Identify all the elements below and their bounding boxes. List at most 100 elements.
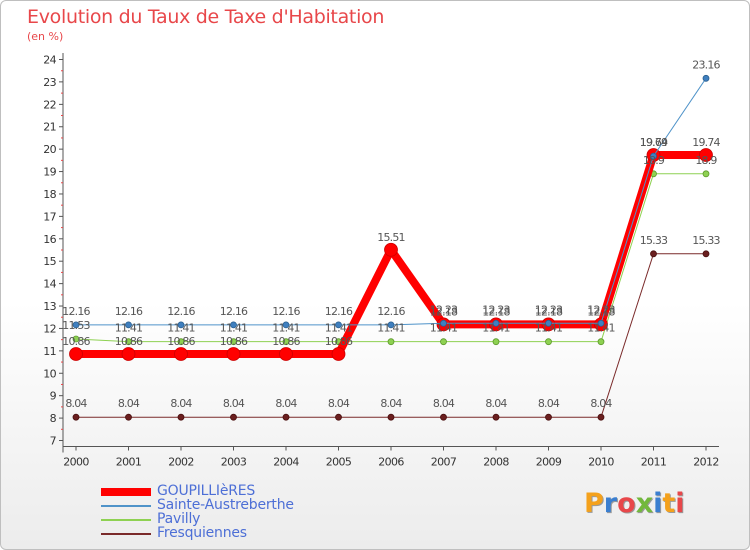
logo-letter: x xyxy=(635,488,654,519)
data-label: 11.41 xyxy=(535,322,563,335)
data-label: 11.41 xyxy=(377,322,405,335)
x-tick-label: 2006 xyxy=(378,456,404,469)
x-tick-label: 2009 xyxy=(536,456,562,469)
y-tick-label: 19 xyxy=(43,166,56,179)
data-point xyxy=(282,338,290,346)
data-label: 12.16 xyxy=(167,305,195,318)
data-point xyxy=(177,413,185,421)
data-label: 10.86 xyxy=(115,335,143,348)
legend-label: Fresquiennes xyxy=(157,525,247,541)
data-label: 11.41 xyxy=(430,322,458,335)
data-point xyxy=(282,413,290,421)
data-point xyxy=(545,319,552,327)
x-tick-label: 2004 xyxy=(273,456,299,469)
data-label: 8.04 xyxy=(223,397,245,410)
data-point xyxy=(702,250,710,258)
data-point xyxy=(226,347,241,361)
data-label: 15.33 xyxy=(692,234,720,247)
data-label: 11.41 xyxy=(167,322,195,335)
data-point xyxy=(492,338,500,346)
y-tick-label: 8 xyxy=(50,412,57,425)
data-point xyxy=(597,413,605,421)
data-label: 8.04 xyxy=(275,397,297,410)
data-point xyxy=(387,413,395,421)
legend-swatch xyxy=(101,488,151,496)
legend-label: Sainte-Austreberthe xyxy=(157,497,294,513)
x-tick-label: 2001 xyxy=(116,456,142,469)
data-label: 12.16 xyxy=(272,305,300,318)
logo-letter: r xyxy=(603,488,618,519)
data-point xyxy=(702,74,710,82)
data-label: 10.86 xyxy=(167,335,195,348)
y-tick-label: 22 xyxy=(43,98,56,111)
data-point xyxy=(597,338,605,346)
y-tick-label: 15 xyxy=(43,255,56,268)
data-point xyxy=(650,250,657,258)
data-point xyxy=(230,413,237,421)
data-point xyxy=(384,242,398,257)
data-label: 10.86 xyxy=(62,335,90,348)
legend-label: Pavilly xyxy=(157,511,201,527)
data-label: 11.41 xyxy=(272,322,300,335)
data-label: 23.16 xyxy=(692,58,720,71)
x-tick-label: 2000 xyxy=(63,456,89,469)
data-label: 15.51 xyxy=(377,231,405,244)
data-label: 8.04 xyxy=(380,397,402,410)
y-tick-label: 20 xyxy=(43,143,56,156)
chart-subtitle: (en %) xyxy=(27,30,64,43)
data-point xyxy=(282,321,290,329)
data-point xyxy=(125,338,132,346)
data-label: 12.18 xyxy=(587,305,615,318)
data-point xyxy=(121,347,136,361)
chart-title: Evolution du Taux de Taxe d'Habitation xyxy=(27,6,385,28)
data-label: 12.23 xyxy=(587,303,615,316)
data-point xyxy=(230,338,237,346)
legend-label: GOUPILLIèRES xyxy=(157,483,256,499)
logo-letter: P xyxy=(584,488,604,519)
data-label: 18.9 xyxy=(695,154,717,167)
data-label: 8.04 xyxy=(433,397,455,410)
data-point xyxy=(177,338,185,346)
data-label: 8.04 xyxy=(485,397,507,410)
y-tick-label: 10 xyxy=(43,367,56,380)
data-label: 12.18 xyxy=(430,305,458,318)
data-label: 11.53 xyxy=(62,319,90,332)
data-point xyxy=(72,321,80,329)
data-label: 12.16 xyxy=(62,305,90,318)
data-label: 18.9 xyxy=(643,154,665,167)
data-label: 8.04 xyxy=(65,397,87,410)
data-label: 8.04 xyxy=(328,397,350,410)
x-tick-label: 2003 xyxy=(221,456,247,469)
data-label: 12.16 xyxy=(115,305,143,318)
y-tick-label: 18 xyxy=(43,188,56,201)
data-label: 11.41 xyxy=(325,322,353,335)
x-tick-label: 2002 xyxy=(168,456,194,469)
x-tick-label: 2010 xyxy=(588,456,614,469)
data-label: 12.23 xyxy=(535,303,563,316)
y-tick-label: 17 xyxy=(43,210,56,223)
data-label: 10.86 xyxy=(272,335,300,348)
logo-letter: o xyxy=(617,488,636,519)
data-point xyxy=(125,413,132,421)
y-tick-label: 23 xyxy=(43,76,56,89)
data-point xyxy=(545,413,552,421)
y-tick-label: 9 xyxy=(50,390,57,403)
data-point xyxy=(125,321,132,329)
logo-letter: t xyxy=(662,488,676,519)
data-label: 12.18 xyxy=(535,305,563,318)
x-tick-label: 2005 xyxy=(326,456,352,469)
data-label: 10.86 xyxy=(220,335,248,348)
data-point xyxy=(387,321,395,329)
data-label: 12.23 xyxy=(430,303,458,316)
data-label: 8.04 xyxy=(170,397,192,410)
data-point xyxy=(387,338,395,346)
data-point xyxy=(69,347,83,361)
data-label: 11.41 xyxy=(115,322,143,335)
data-label: 8.04 xyxy=(538,397,560,410)
data-label: 19.69 xyxy=(640,136,668,149)
y-tick-label: 12 xyxy=(43,322,56,335)
data-label: 19.74 xyxy=(692,136,720,149)
data-point xyxy=(230,321,237,329)
